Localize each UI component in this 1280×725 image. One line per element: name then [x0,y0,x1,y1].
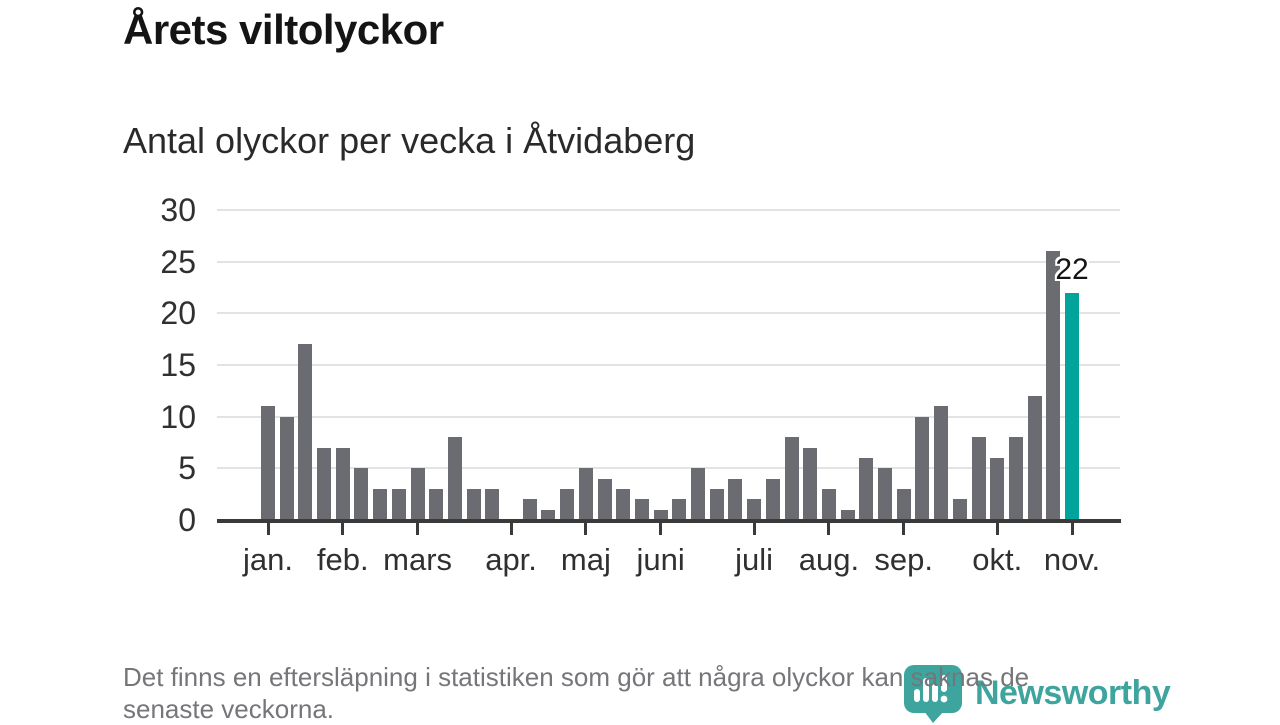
bar-week [541,509,556,520]
bar-week [634,499,649,520]
x-tick-sep [902,522,906,535]
bar-week [672,499,687,520]
x-tick-nov [1070,522,1074,535]
y-tick-label-5: 5 [178,450,196,487]
newsworthy-pin-barchart-icon [904,665,962,723]
bar-week [522,499,537,520]
x-tick-juni [659,522,663,535]
x-tick-okt [995,522,999,535]
bar-week [485,489,500,520]
bar-week [765,478,780,520]
bar-week [691,468,706,520]
bar-week [840,509,855,520]
bar-week [616,489,631,520]
bar-week [821,489,836,520]
y-tick-label-25: 25 [160,243,196,280]
y-tick-label-10: 10 [160,398,196,435]
gridline-y-15 [217,364,1120,366]
bar-week [1027,396,1042,520]
y-tick-label-20: 20 [160,295,196,332]
bar-week [447,437,462,520]
x-label-aug: aug. [798,542,860,577]
bar-week [915,416,930,520]
y-tick-label-15: 15 [160,347,196,383]
bar-week [1008,437,1023,520]
x-tick-mars [416,522,420,535]
x-label-mars: mars [383,542,453,577]
bar-week [578,468,593,520]
bar-week [298,344,313,520]
bar-week [261,406,275,520]
gridline-y-5 [217,467,1120,470]
x-axis-line [217,519,1121,523]
chart-title: Årets viltolyckor [123,6,444,53]
x-label-jan: jan. [243,542,293,577]
bar-week [990,458,1005,520]
bar-week-highlighted [1065,292,1079,520]
x-tick-aug [827,522,831,535]
bar-week [466,489,481,520]
bar-week [878,468,893,520]
bar-week [803,447,818,520]
gridline-y-20 [217,312,1120,315]
bar-week [560,489,575,520]
bar-week [709,489,724,520]
x-label-feb: feb. [316,542,369,577]
gridline-y-25 [217,260,1120,263]
x-label-apr: apr. [485,542,537,577]
y-tick-label-30: 30 [160,192,196,228]
x-tick-maj [584,522,588,535]
x-label-nov: nov. [1043,542,1101,577]
bar-week [279,416,294,520]
bar-week [410,468,425,520]
x-tick-feb [341,522,345,535]
bar-week [429,489,444,520]
bar-week [597,478,612,520]
newsworthy-logo-text: Newsworthy [975,673,1171,712]
gridline-y-10 [217,415,1120,418]
bar-week [317,447,332,520]
bar-week [354,468,369,520]
x-label-maj: maj [560,542,611,577]
highlight-value-label: 22 [1055,252,1089,286]
bar-week [747,499,762,520]
gridline-y-30 [217,209,1120,211]
footer-note: Det finns en eftersläpning i statistiken… [123,661,1029,725]
footer-note-line1: Det finns en eftersläpning i statistiken… [123,662,1030,692]
y-tick-label-0: 0 [178,502,196,538]
newsworthy-logo: Newsworthy [903,662,1171,724]
bar-week [373,489,388,520]
bar-week [952,499,967,520]
bar-week [728,478,743,520]
x-tick-apr [509,522,513,535]
footer-note-line2: senaste veckorna. [123,694,335,724]
bar-week [934,406,949,520]
x-label-sep: sep. [874,542,934,577]
x-tick-juli [752,522,756,535]
x-label-juni: juni [636,542,685,577]
bar-week [391,489,406,520]
bar-week [784,437,799,520]
x-label-juli: juli [735,542,774,577]
x-tick-jan [266,522,270,535]
chart-subtitle: Antal olyckor per vecka i Åtvidaberg [123,120,696,161]
bar-week [971,437,986,520]
bar-week [653,509,668,520]
bar-week [335,447,350,520]
x-label-okt: okt. [972,542,1023,577]
bar-week [896,489,911,520]
bar-week [1046,251,1061,520]
bar-week [859,458,874,520]
